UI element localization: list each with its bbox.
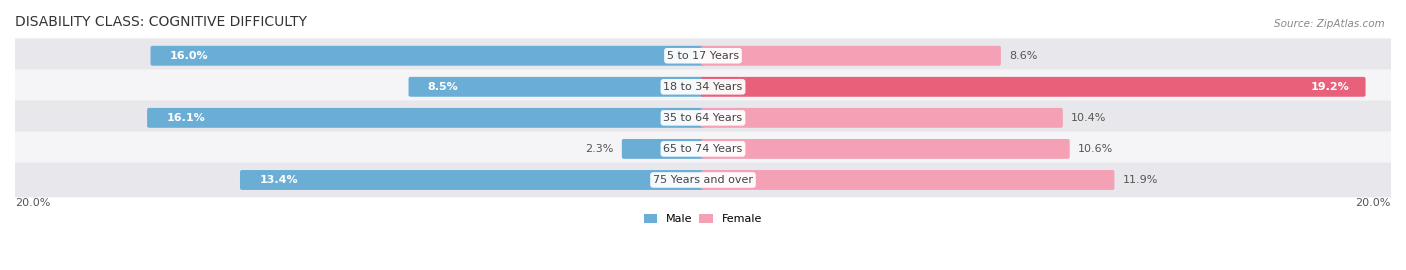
FancyBboxPatch shape: [702, 170, 1115, 190]
Text: 10.6%: 10.6%: [1078, 144, 1114, 154]
Text: 16.0%: 16.0%: [170, 51, 208, 61]
Text: 20.0%: 20.0%: [15, 198, 51, 208]
FancyBboxPatch shape: [621, 139, 704, 159]
FancyBboxPatch shape: [10, 163, 1396, 197]
FancyBboxPatch shape: [702, 108, 1063, 128]
Text: 19.2%: 19.2%: [1310, 82, 1350, 92]
FancyBboxPatch shape: [10, 131, 1396, 166]
FancyBboxPatch shape: [10, 69, 1396, 104]
Text: 8.5%: 8.5%: [427, 82, 458, 92]
Text: 20.0%: 20.0%: [1355, 198, 1391, 208]
Text: 11.9%: 11.9%: [1122, 175, 1159, 185]
Text: 10.4%: 10.4%: [1071, 113, 1107, 123]
FancyBboxPatch shape: [240, 170, 704, 190]
Legend: Male, Female: Male, Female: [640, 209, 766, 229]
Text: 2.3%: 2.3%: [585, 144, 613, 154]
Text: 75 Years and over: 75 Years and over: [652, 175, 754, 185]
Text: 18 to 34 Years: 18 to 34 Years: [664, 82, 742, 92]
Text: 16.1%: 16.1%: [166, 113, 205, 123]
Text: DISABILITY CLASS: COGNITIVE DIFFICULTY: DISABILITY CLASS: COGNITIVE DIFFICULTY: [15, 15, 307, 29]
FancyBboxPatch shape: [148, 108, 704, 128]
FancyBboxPatch shape: [702, 139, 1070, 159]
Text: 5 to 17 Years: 5 to 17 Years: [666, 51, 740, 61]
FancyBboxPatch shape: [10, 38, 1396, 73]
Text: 35 to 64 Years: 35 to 64 Years: [664, 113, 742, 123]
FancyBboxPatch shape: [702, 77, 1365, 97]
Text: 13.4%: 13.4%: [259, 175, 298, 185]
Text: 8.6%: 8.6%: [1010, 51, 1038, 61]
Text: Source: ZipAtlas.com: Source: ZipAtlas.com: [1274, 19, 1385, 29]
FancyBboxPatch shape: [10, 100, 1396, 135]
FancyBboxPatch shape: [702, 46, 1001, 66]
FancyBboxPatch shape: [409, 77, 704, 97]
Text: 65 to 74 Years: 65 to 74 Years: [664, 144, 742, 154]
FancyBboxPatch shape: [150, 46, 704, 66]
